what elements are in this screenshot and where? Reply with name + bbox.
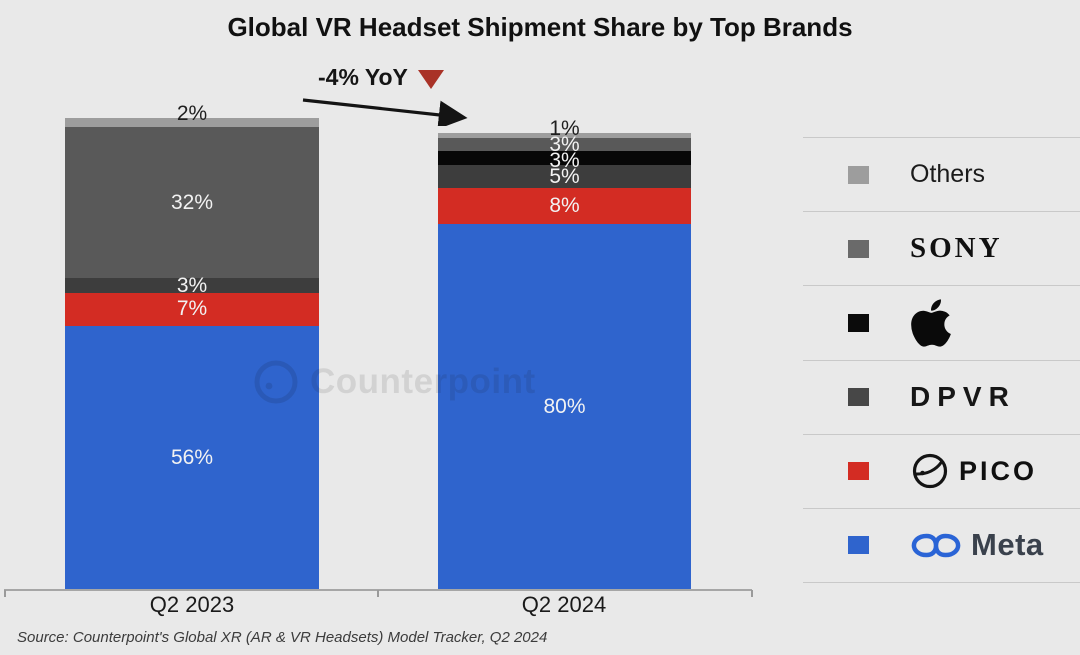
segment-pico-q2-2024	[438, 187, 691, 225]
segment-label-sony-q2-2024: 3%	[549, 133, 580, 156]
sony-swatch	[848, 239, 869, 258]
segment-label-meta-q2-2024: 80%	[543, 395, 586, 419]
meta-wordmark: Meta	[971, 527, 1044, 563]
legend: Others SONY DPVR	[803, 137, 1080, 584]
counterpoint-ring-icon	[254, 360, 298, 404]
legend-item-sony: SONY	[803, 211, 1080, 285]
bar-q2-2023	[65, 118, 319, 590]
segment-label-meta-q2-2023: 56%	[170, 445, 214, 469]
segment-apple-q2-2024	[438, 151, 691, 165]
x-axis-tick	[751, 590, 753, 597]
legend-item-others: Others	[803, 137, 1080, 211]
x-axis-tick	[377, 590, 379, 597]
category-label-q2-2023: Q2 2023	[149, 592, 235, 617]
segment-dpvr-q2-2024	[438, 164, 691, 188]
decline-triangle-icon	[417, 69, 444, 89]
segment-label-dpvr-q2-2023: 3%	[176, 273, 208, 297]
segment-label-pico-q2-2024: 8%	[549, 194, 580, 218]
yoy-annotation-label: -4% YoY	[318, 64, 408, 90]
yoy-annotation: -4% YoY	[318, 64, 444, 91]
category-label-q2-2024: Q2 2024	[521, 592, 607, 617]
segment-label-dpvr-q2-2024: 5%	[549, 165, 580, 188]
segment-meta-q2-2023	[65, 325, 319, 590]
apple-swatch	[848, 313, 869, 332]
segment-label-pico-q2-2023: 7%	[176, 297, 208, 321]
watermark-text: Counterpoint	[310, 362, 536, 401]
legend-item-pico: PICO	[803, 433, 1080, 508]
pico-logo-icon	[912, 454, 948, 489]
meta-swatch	[848, 536, 869, 555]
segment-label-apple-q2-2024: 3%	[549, 149, 580, 172]
pico-swatch	[848, 462, 869, 481]
segment-label-others-q2-2024: 1%	[549, 117, 580, 140]
x-axis-tick	[4, 590, 6, 597]
segment-meta-q2-2024	[438, 224, 691, 590]
dpvr-wordmark: DPVR	[910, 381, 1016, 413]
segment-sony-q2-2024	[438, 137, 691, 152]
counterpoint-watermark: Counterpoint	[252, 358, 536, 406]
yoy-decline-arrow-icon	[302, 98, 468, 126]
segment-others-q2-2024	[438, 133, 691, 138]
segment-sony-q2-2023	[65, 127, 319, 279]
legend-item-meta: Meta	[803, 507, 1080, 584]
legend-item-dpvr: DPVR	[803, 359, 1080, 434]
pico-wordmark: PICO	[959, 455, 1038, 486]
segment-pico-q2-2023	[65, 292, 319, 326]
others-swatch	[848, 165, 869, 184]
apple-logo-icon	[911, 299, 951, 347]
others-label: Others	[910, 160, 986, 189]
segment-label-sony-q2-2023: 32%	[170, 190, 214, 214]
segment-label-others-q2-2023: 2%	[176, 102, 208, 125]
chart-title: Global VR Headset Shipment Share by Top …	[227, 12, 853, 42]
dpvr-swatch	[848, 388, 869, 407]
legend-item-apple	[803, 285, 1080, 359]
sony-wordmark: SONY	[910, 232, 1003, 265]
meta-infinity-icon	[911, 533, 961, 558]
segment-others-q2-2023	[65, 118, 319, 128]
source-note: Source: Counterpoint's Global XR (AR & V…	[17, 629, 548, 646]
bar-q2-2024	[438, 133, 691, 590]
segment-dpvr-q2-2023	[65, 278, 319, 293]
